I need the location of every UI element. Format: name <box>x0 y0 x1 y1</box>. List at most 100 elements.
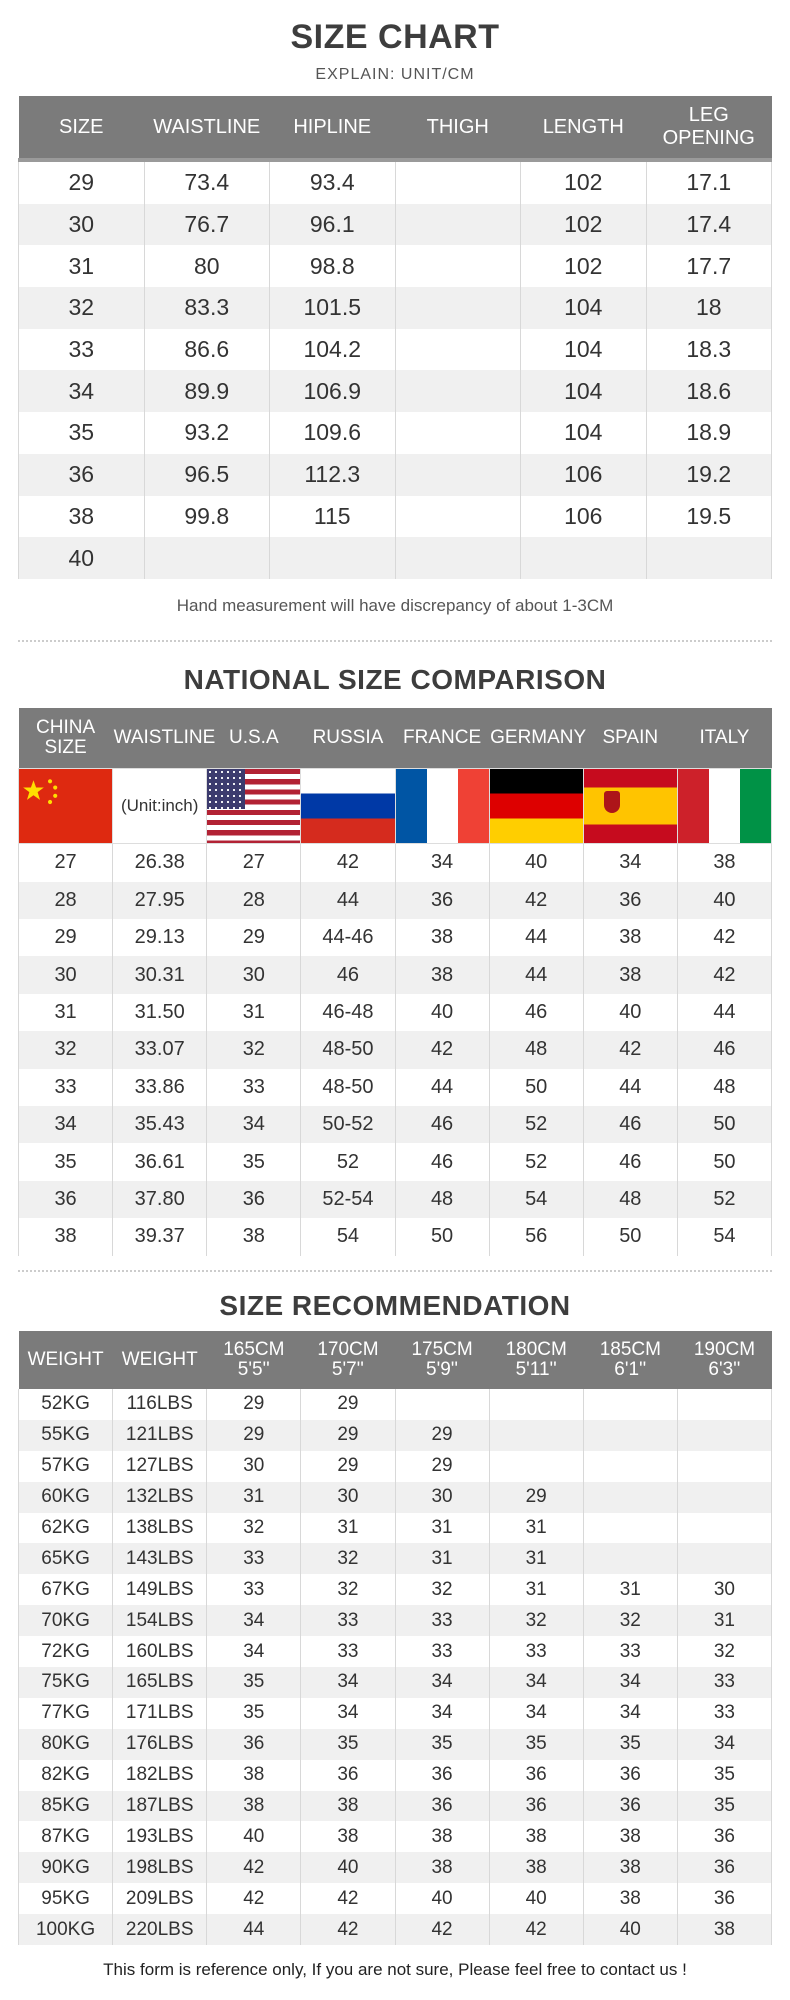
table-cell: 29.13 <box>112 919 208 957</box>
table-row: 62KG 138LBS 32 31 31 31 <box>17 1512 773 1544</box>
table-row: 32 83.3 101.5 104 18 <box>18 287 772 329</box>
table-row: 27 26.38 27 42 34 40 34 38 <box>17 843 773 882</box>
table-row: 38 39.37 38 54 50 56 50 54 <box>17 1218 773 1256</box>
table-cell: 32 <box>300 1543 396 1575</box>
table-cell: 36 <box>18 453 145 496</box>
table-cell: 182LBS <box>112 1759 208 1791</box>
size-chart-title: SIZE CHART <box>290 18 500 56</box>
column-header: ITALY <box>677 708 772 769</box>
table-cell <box>394 495 521 538</box>
table-cell: 28 <box>206 881 302 920</box>
table-cell: 36 <box>676 1883 773 1915</box>
divider <box>18 640 772 642</box>
table-cell: 31 <box>18 245 145 288</box>
table-cell: 29 <box>206 1389 302 1420</box>
table-cell: 104.2 <box>269 328 396 371</box>
column-header-line: 6'1'' <box>614 1359 647 1380</box>
table-cell: 29 <box>394 1419 490 1451</box>
table-cell: 36 <box>394 1759 490 1791</box>
table-cell: 28 <box>17 881 114 920</box>
germany-flag-cell <box>488 767 584 845</box>
size-recommendation-table: WEIGHT WEIGHT 165CM 5'5'' 170CM 5'7'' 175CM 5'9… <box>17 1331 773 1946</box>
table-cell: 73.4 <box>143 160 270 204</box>
table-cell: 17.4 <box>645 203 772 246</box>
column-header-line: 170CM <box>317 1339 379 1360</box>
table-row: 34 35.43 34 50-52 46 52 46 50 <box>17 1106 773 1144</box>
column-header-line: WEIGHT <box>27 1349 104 1370</box>
table-cell: 46 <box>676 1031 773 1069</box>
table-cell: 56 <box>488 1218 584 1256</box>
table-cell: 54 <box>300 1218 396 1256</box>
table-cell: 83.3 <box>143 287 270 329</box>
table-cell: 40 <box>18 537 145 579</box>
table-cell: 52-54 <box>300 1180 396 1219</box>
national-comparison-table: CHINA SIZE WAISTLINE U.S.A RUSSIA FRANCE GERM… <box>17 708 773 1256</box>
table-row: 67KG 149LBS 33 32 32 31 31 30 <box>17 1574 773 1606</box>
table-cell: 34 <box>206 1106 302 1144</box>
table-row: 35 93.2 109.6 104 18.9 <box>18 412 772 454</box>
table-cell: 52 <box>300 1143 396 1181</box>
table-row: 77KG 171LBS 35 34 34 34 34 33 <box>17 1697 773 1729</box>
table-cell: 38 <box>206 1790 302 1822</box>
table-cell <box>394 203 521 246</box>
table-cell: 34 <box>394 843 490 882</box>
table-cell <box>394 245 521 288</box>
table-row: 55KG 121LBS 29 29 29 <box>17 1419 773 1451</box>
table-cell <box>676 1512 773 1544</box>
table-row: 100KG 220LBS 44 42 42 42 40 38 <box>17 1914 773 1946</box>
table-cell: 36 <box>676 1852 773 1884</box>
table-cell: 34 <box>582 1697 678 1729</box>
table-row: 29 73.4 93.4 102 17.1 <box>18 160 772 204</box>
table-cell: 102 <box>520 160 647 204</box>
table-cell: 57KG <box>17 1450 114 1482</box>
column-header-line: 165CM <box>223 1339 285 1360</box>
table-cell: 30 <box>18 203 145 246</box>
table-cell: 32 <box>17 1031 114 1069</box>
table-row: 75KG 165LBS 35 34 34 34 34 33 <box>17 1667 773 1698</box>
spain-coat-of-arms <box>604 791 621 814</box>
russia-flag-icon <box>301 769 395 844</box>
table-cell: 34 <box>300 1667 396 1698</box>
table-cell <box>488 1389 584 1420</box>
table-cell: 44 <box>300 881 396 920</box>
table-cell: 87KG <box>17 1821 114 1853</box>
table-cell: 96.5 <box>143 453 270 496</box>
table-cell: 30.31 <box>112 956 208 994</box>
column-header: RUSSIA <box>300 708 395 769</box>
column-header-line: 5'5'' <box>237 1359 270 1380</box>
column-header: WAISTLINE <box>112 708 215 769</box>
table-cell: 31 <box>676 1605 773 1637</box>
column-header-line: 190CM <box>693 1339 756 1360</box>
table-cell: 154LBS <box>112 1605 208 1637</box>
table-cell: 40 <box>300 1852 396 1884</box>
table-cell: 42 <box>300 1883 396 1915</box>
table-cell: 62KG <box>17 1512 114 1544</box>
column-header-line: WEIGHT <box>121 1349 198 1370</box>
table-cell: 85KG <box>17 1790 114 1822</box>
table-cell: 33 <box>17 1068 114 1107</box>
table-row: 85KG 187LBS 38 38 36 36 36 35 <box>17 1790 773 1822</box>
china-flag-icon <box>19 769 113 844</box>
table-cell: 33 <box>488 1636 584 1668</box>
table-cell: 34 <box>206 1636 302 1668</box>
table-cell: 46 <box>300 956 396 994</box>
table-cell: 60KG <box>17 1481 114 1513</box>
table-cell: 31 <box>300 1512 396 1544</box>
table-cell <box>676 1543 773 1575</box>
italy-flag-cell <box>676 767 773 845</box>
table-cell: 35 <box>488 1728 584 1760</box>
table-cell: 193LBS <box>112 1821 208 1853</box>
table-cell: 42 <box>394 1914 490 1946</box>
spain-flag-icon <box>583 769 677 844</box>
column-header: 175CM 5'9'' <box>395 1331 490 1389</box>
table-row: 40 <box>18 537 772 579</box>
table-cell: 38 <box>676 1914 773 1946</box>
table-cell: 36 <box>582 1790 678 1822</box>
table-cell: 35 <box>206 1667 302 1698</box>
table-cell: 77KG <box>17 1697 114 1729</box>
table-cell: 31 <box>206 1481 302 1513</box>
table-row: 90KG 198LBS 42 40 38 38 38 36 <box>17 1852 773 1884</box>
column-header: SIZE <box>18 96 144 162</box>
column-header-line: 180CM <box>505 1339 567 1360</box>
table-cell: 50-52 <box>300 1106 396 1144</box>
